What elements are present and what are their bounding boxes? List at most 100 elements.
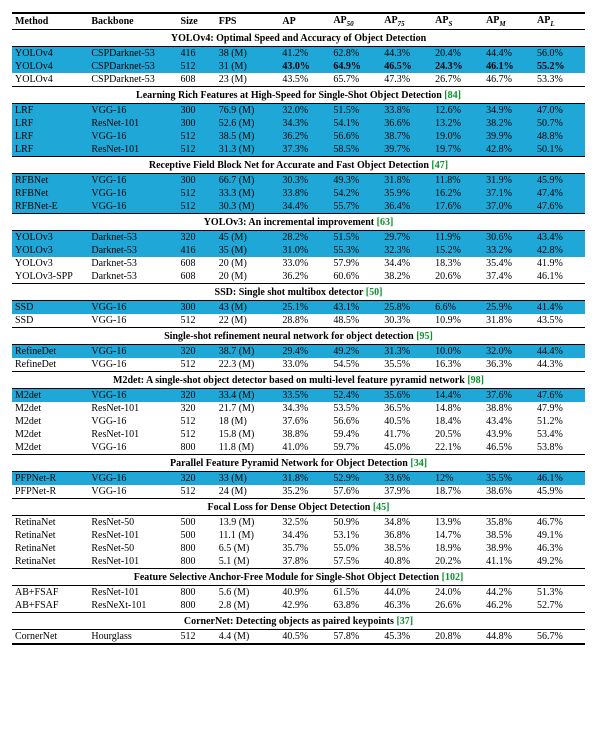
table-cell: 24 (M) [216, 485, 280, 499]
table-cell: 36.4% [381, 200, 432, 214]
table-row: AB+FSAFResNeXt-1018002.8 (M)42.9%63.8%46… [12, 599, 585, 613]
citation-link[interactable]: [45] [373, 502, 390, 513]
table-cell: 416 [178, 244, 216, 257]
table-cell: YOLOv3 [12, 244, 88, 257]
table-cell: 5.1 (M) [216, 555, 280, 569]
table-cell: 33.8% [381, 104, 432, 118]
table-cell: 13.9 (M) [216, 516, 280, 530]
table-cell: 40.5% [381, 415, 432, 428]
table-cell: 30.3% [279, 174, 330, 188]
citation-link[interactable]: [63] [377, 217, 394, 228]
table-cell: 32.0% [279, 104, 330, 118]
table-cell: 36.3% [483, 358, 534, 372]
table-cell: 800 [178, 441, 216, 455]
table-cell: 22.3 (M) [216, 358, 280, 372]
table-cell: 20.5% [432, 428, 483, 441]
table-cell: 39.7% [381, 143, 432, 157]
table-cell: 11.8% [432, 174, 483, 188]
table-cell: 25.9% [483, 301, 534, 315]
table-cell: 800 [178, 542, 216, 555]
table-cell: 11.9% [432, 231, 483, 245]
table-cell: 36.8% [381, 529, 432, 542]
table-cell: 800 [178, 599, 216, 613]
table-cell: ResNet-101 [88, 117, 177, 130]
table-row: RetinaNetResNet-508006.5 (M)35.7%55.0%38… [12, 542, 585, 555]
table-cell: 42.9% [279, 599, 330, 613]
table-cell: 56.6% [330, 130, 381, 143]
table-row: YOLOv3Darknet-5332045 (M)28.2%51.5%29.7%… [12, 231, 585, 245]
table-cell: VGG-16 [88, 485, 177, 499]
table-cell: 16.3% [432, 358, 483, 372]
table-cell: 57.9% [330, 257, 381, 270]
table-cell: 608 [178, 73, 216, 87]
table-cell: YOLOv3-SPP [12, 270, 88, 284]
citation-link[interactable]: [50] [366, 287, 383, 298]
table-cell: 608 [178, 270, 216, 284]
citation-link[interactable]: [84] [444, 90, 461, 101]
table-cell: LRF [12, 130, 88, 143]
table-cell: 24.3% [432, 60, 483, 73]
table-cell: 20 (M) [216, 270, 280, 284]
table-cell: 37.3% [279, 143, 330, 157]
table-row: RetinaNetResNet-5050013.9 (M)32.5%50.9%3… [12, 516, 585, 530]
table-cell: 800 [178, 555, 216, 569]
table-cell: 14.8% [432, 402, 483, 415]
table-cell: 35.2% [279, 485, 330, 499]
citation-link[interactable]: [34] [410, 458, 427, 469]
citation-link[interactable]: [47] [431, 160, 448, 171]
section-title: SSD: Single shot multibox detector [50] [12, 284, 585, 301]
table-cell: CSPDarknet-53 [88, 60, 177, 73]
table-cell: 35 (M) [216, 244, 280, 257]
table-cell: 44.3% [381, 47, 432, 61]
table-cell: 52.7% [534, 599, 585, 613]
table-cell: 52.6 (M) [216, 117, 280, 130]
table-cell: 18.4% [432, 415, 483, 428]
table-cell: 45.0% [381, 441, 432, 455]
column-header: Backbone [88, 13, 177, 30]
table-cell: AB+FSAF [12, 599, 88, 613]
citation-link[interactable]: [98] [467, 375, 484, 386]
table-cell: 38.6% [483, 485, 534, 499]
table-cell: 55.2% [534, 60, 585, 73]
table-cell: 12.6% [432, 104, 483, 118]
table-cell: 29.7% [381, 231, 432, 245]
table-cell: 38.7 (M) [216, 345, 280, 359]
table-row: PFPNet-RVGG-1632033 (M)31.8%52.9%33.6%12… [12, 472, 585, 486]
table-cell: 42.8% [534, 244, 585, 257]
citation-link[interactable]: [95] [416, 331, 433, 342]
table-cell: 33.2% [483, 244, 534, 257]
citation-link[interactable]: [37] [396, 616, 413, 627]
table-cell: 49.3% [330, 174, 381, 188]
table-cell: 31.3 (M) [216, 143, 280, 157]
table-cell: 50.1% [534, 143, 585, 157]
table-cell: 43.9% [483, 428, 534, 441]
table-cell: 300 [178, 117, 216, 130]
table-cell: 41.7% [381, 428, 432, 441]
table-cell: 320 [178, 472, 216, 486]
table-cell: 17.6% [432, 200, 483, 214]
table-cell: 512 [178, 187, 216, 200]
table-cell: YOLOv3 [12, 231, 88, 245]
table-row: CornerNetHourglass5124.4 (M)40.5%57.8%45… [12, 630, 585, 645]
table-cell: 45.9% [534, 485, 585, 499]
table-cell: 35.7% [279, 542, 330, 555]
table-cell: 55.0% [330, 542, 381, 555]
table-cell: 50.7% [534, 117, 585, 130]
table-cell: 28.2% [279, 231, 330, 245]
table-cell: 29.4% [279, 345, 330, 359]
table-row: M2detVGG-1651218 (M)37.6%56.6%40.5%18.4%… [12, 415, 585, 428]
table-cell: SSD [12, 314, 88, 328]
table-row: M2detResNet-10132021.7 (M)34.3%53.5%36.5… [12, 402, 585, 415]
table-body: YOLOv4: Optimal Speed and Accuracy of Ob… [12, 30, 585, 645]
table-cell: 56.6% [330, 415, 381, 428]
table-cell: 35.6% [381, 389, 432, 403]
citation-link[interactable]: [102] [442, 572, 464, 583]
table-cell: 10.9% [432, 314, 483, 328]
table-row: AB+FSAFResNet-1018005.6 (M)40.9%61.5%44.… [12, 586, 585, 600]
table-cell: 33.0% [279, 257, 330, 270]
table-cell: ResNet-101 [88, 402, 177, 415]
table-cell: 19.0% [432, 130, 483, 143]
table-cell: Darknet-53 [88, 244, 177, 257]
table-cell: Darknet-53 [88, 231, 177, 245]
table-cell: VGG-16 [88, 415, 177, 428]
